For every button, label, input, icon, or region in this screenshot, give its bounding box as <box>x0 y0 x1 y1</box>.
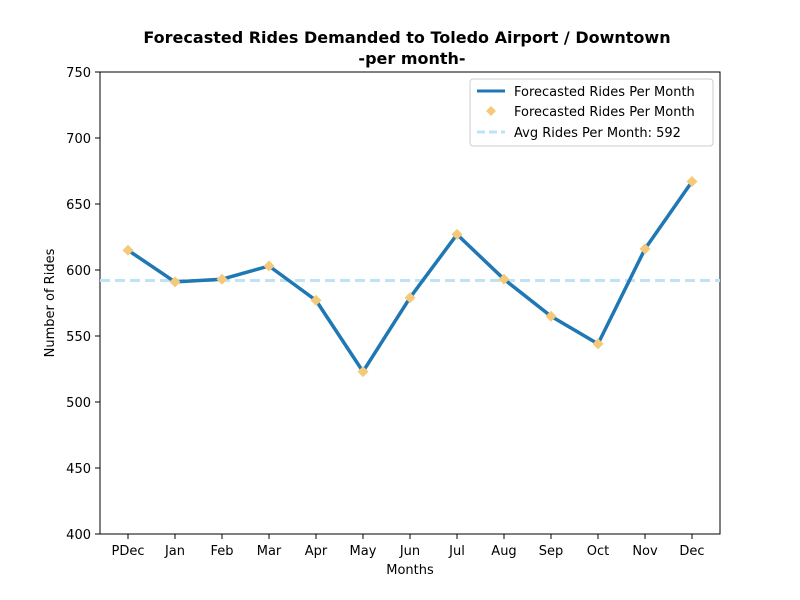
x-tick-label: Mar <box>257 544 282 559</box>
x-axis-label: Months <box>386 563 434 578</box>
x-tick-label: May <box>350 544 377 559</box>
x-tick-label: Oct <box>587 544 609 559</box>
data-point-marker <box>686 176 698 188</box>
data-point-marker <box>310 294 322 306</box>
x-tick-label: Feb <box>210 544 233 559</box>
data-point-marker <box>263 260 275 272</box>
data-point-marker <box>592 338 604 350</box>
x-tick-label: Sep <box>539 544 564 559</box>
data-point-marker <box>451 228 463 240</box>
y-tick-label: 650 <box>66 198 91 213</box>
y-tick-label: 450 <box>66 462 91 477</box>
legend-entry-line: Forecasted Rides Per Month <box>514 85 695 100</box>
legend-box <box>469 78 714 147</box>
data-point-marker <box>122 244 134 256</box>
x-tick-label: Aug <box>491 544 516 559</box>
x-tick-label: Apr <box>305 544 328 559</box>
y-tick-label: 550 <box>66 330 91 345</box>
x-tick-label: Nov <box>632 544 658 559</box>
series-markers <box>122 176 698 378</box>
y-axis-label: Number of Rides <box>43 248 58 357</box>
data-point-marker <box>357 366 369 378</box>
x-tick-label: Jun <box>399 544 420 559</box>
y-axis: 400 450 500 550 600 650 700 750 <box>66 66 100 543</box>
x-tick-label: Jan <box>164 544 185 559</box>
data-point-marker <box>216 273 228 285</box>
x-axis: PDec Jan Feb Mar Apr May Jun Jul Aug Sep Oct Nov Dec <box>112 534 705 559</box>
y-tick-label: 500 <box>66 396 91 411</box>
data-point-marker <box>169 276 181 288</box>
data-point-marker <box>545 310 557 322</box>
y-tick-label: 700 <box>66 132 91 147</box>
y-tick-label: 600 <box>66 264 91 279</box>
data-point-marker <box>498 273 510 285</box>
series-line <box>127 180 694 374</box>
legend: Forecasted Rides Per Month Forecasted Ri… <box>469 78 714 147</box>
x-tick-label: Dec <box>679 544 704 559</box>
plot-area: 400 450 500 550 600 650 700 750 PDec Jan Feb Mar Ap… <box>66 66 721 559</box>
x-tick-label: PDec <box>112 544 145 559</box>
y-tick-label: 400 <box>66 528 91 543</box>
chart-subtitle: -per month- <box>358 49 465 68</box>
legend-entry-average: Avg Rides Per Month: 592 <box>514 126 681 141</box>
data-point-marker <box>404 292 416 304</box>
chart-title: Forecasted Rides Demanded to Toledo Airp… <box>143 28 670 47</box>
legend-marker-swatch <box>486 106 496 116</box>
data-point-marker <box>639 243 651 255</box>
legend-entry-markers: Forecasted Rides Per Month <box>514 105 695 120</box>
x-tick-label: Jul <box>448 544 465 559</box>
y-tick-label: 750 <box>66 66 91 81</box>
